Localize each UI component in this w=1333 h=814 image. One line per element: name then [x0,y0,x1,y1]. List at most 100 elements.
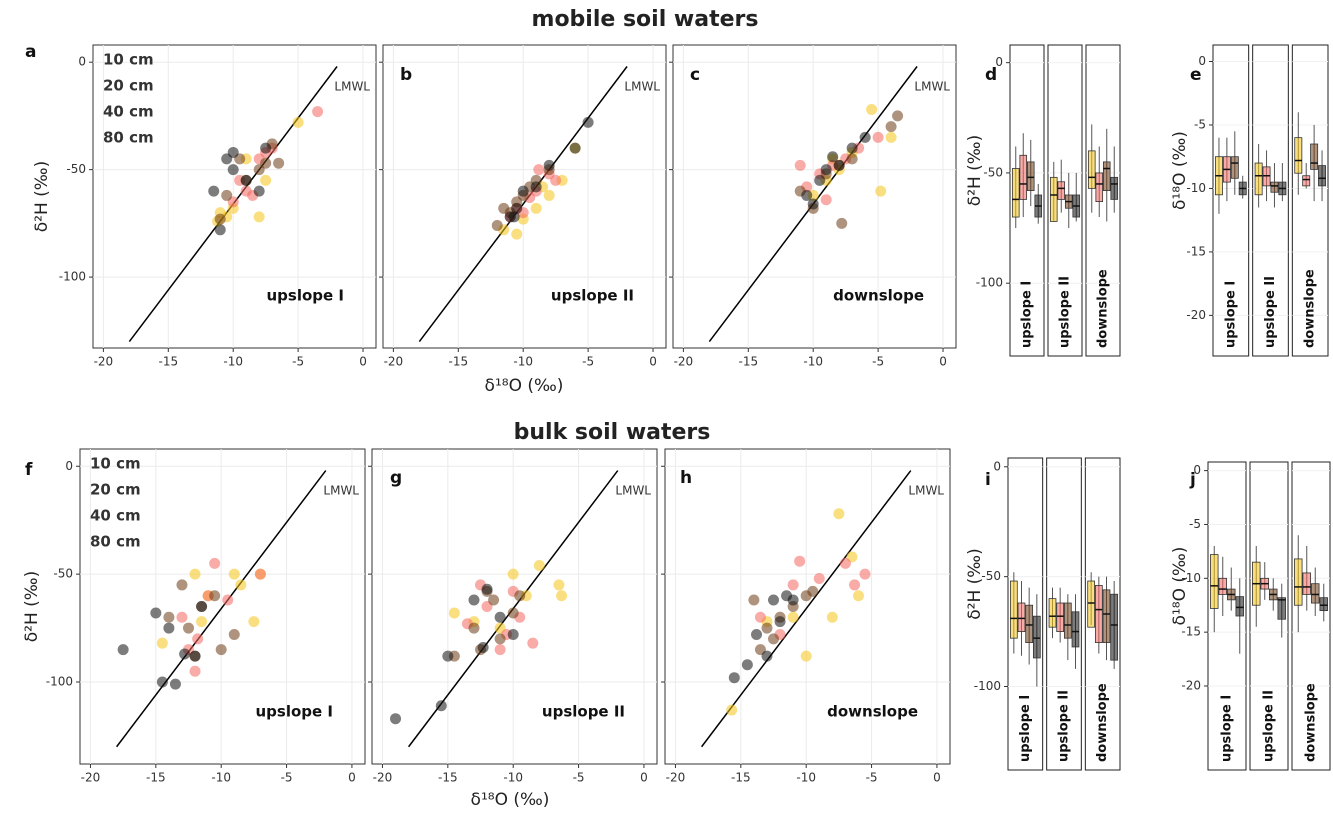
legend-label: 80 cm [103,129,154,147]
y-tick-label: -100 [46,675,73,689]
point [435,700,447,712]
point [507,629,519,641]
point [820,164,832,176]
point [582,116,594,128]
point [494,611,506,623]
panel-label: a [25,42,36,62]
box [1063,602,1072,639]
x-tick-label: -20 [384,355,404,369]
annotation: downslope [827,703,918,721]
x-tick-label: -15 [158,355,178,369]
point [481,583,493,595]
panel-label: c [690,65,700,85]
point [846,153,858,165]
y-tick-label: -20 [1186,308,1206,322]
point [543,189,555,201]
x-tick-label: -15 [146,771,166,785]
point [892,110,904,122]
point [156,676,168,688]
box [1094,585,1103,643]
line-label: LMWL [908,484,944,498]
annotation: upslope I [266,287,344,305]
y-tick-label: -10 [1186,181,1206,195]
box [1210,554,1219,609]
x-tick-label: -10 [223,355,243,369]
point [208,185,220,197]
annotation: upslope I [255,703,333,721]
y-axis-title: δ²H (‰) [22,571,42,642]
y-tick-label: -100 [59,270,86,284]
panel-label: b [400,65,412,85]
box [1110,593,1119,661]
point [176,579,188,591]
y-tick-label: -15 [1186,244,1206,258]
box [1294,137,1303,174]
lmwl-line [701,470,912,748]
point [448,607,460,619]
box [1032,615,1041,659]
section-title: bulk soil waters [514,420,711,445]
facet-label: upslope II [1262,690,1277,762]
point [507,607,519,619]
panel-label: g [390,468,402,488]
point [196,601,208,612]
x-tick-label: -10 [503,771,523,785]
point [468,594,480,606]
panel-label: h [680,468,692,488]
point [885,131,897,143]
panel-label: f [25,460,33,480]
box [1235,596,1244,617]
point [751,629,763,641]
x-tick-label: -5 [872,355,884,369]
x-tick-label: -5 [582,355,594,369]
point [214,213,226,225]
point [511,228,523,240]
point [533,164,545,176]
box [1048,598,1057,628]
point [820,194,832,206]
point [728,672,740,684]
point [787,594,799,606]
point [215,644,227,656]
point [807,585,819,597]
point [189,650,201,662]
point [228,568,240,580]
line-label: LMWL [334,80,370,94]
point [494,644,506,656]
legend-label: 80 cm [90,533,141,551]
point [885,121,897,133]
line-label: LMWL [914,80,950,94]
lmwl-line [418,66,628,343]
point [774,616,786,628]
line-label: LMWL [323,484,359,498]
point [507,568,519,580]
y-axis-title: δ¹⁸O (‰) [1170,131,1190,210]
box [1026,161,1035,191]
point [748,594,760,606]
point [872,131,884,143]
point [189,568,201,580]
box [1230,156,1239,179]
point [794,159,806,171]
point [761,650,773,662]
point [726,704,738,716]
x-tick-label: -20 [674,355,694,369]
y-tick-label: -5 [1189,517,1201,531]
box [1318,165,1327,187]
point [176,611,188,623]
y-tick-label: -100 [976,276,1003,290]
panel-label: d [985,65,997,85]
x-tick-label: 0 [933,771,941,785]
point [228,629,240,641]
point [254,568,266,580]
point [221,189,233,201]
box [1102,589,1111,643]
y-tick-label: -10 [1181,571,1201,585]
line-label: LMWL [624,80,660,94]
annotation: upslope II [551,287,634,305]
point [179,648,191,660]
facet-label: upslope II [1057,690,1072,762]
box [1071,611,1080,648]
legend-label: 10 cm [90,455,141,473]
point [836,217,848,229]
